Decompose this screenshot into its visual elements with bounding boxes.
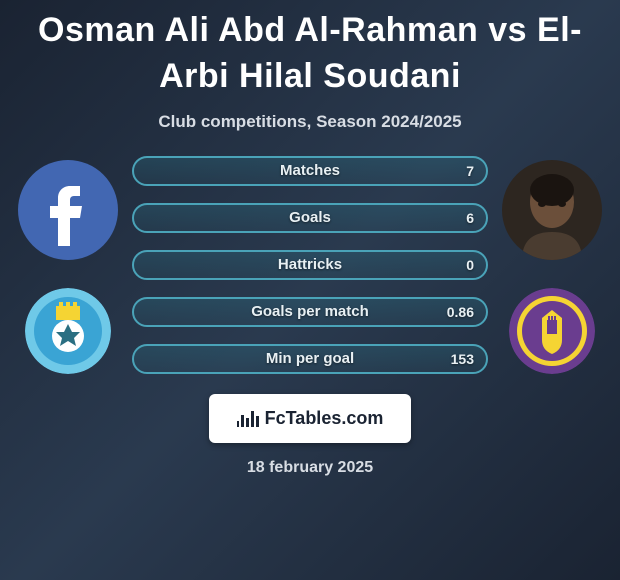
stat-row-goals-per-match: Goals per match 0.86 xyxy=(132,297,488,327)
facebook-placeholder-icon xyxy=(18,160,118,260)
stats-column: Matches 7 Goals 6 Hattricks 0 Goals per … xyxy=(128,154,492,374)
club-left-icon xyxy=(25,288,111,374)
brand-box: FcTables.com xyxy=(209,394,412,443)
stat-right-value: 0.86 xyxy=(447,304,474,320)
left-player-column xyxy=(8,154,128,374)
stat-right-value: 6 xyxy=(466,210,474,226)
right-player-column xyxy=(492,154,612,374)
club-left-badge xyxy=(25,288,111,374)
stat-right-value: 0 xyxy=(466,257,474,273)
brand-label: FcTables.com xyxy=(265,408,384,429)
player-right-avatar xyxy=(502,160,602,260)
stat-label: Hattricks xyxy=(278,256,342,273)
stat-row-goals: Goals 6 xyxy=(132,203,488,233)
club-right-badge xyxy=(509,288,595,374)
bar-chart-icon xyxy=(237,409,259,427)
club-right-icon xyxy=(509,288,595,374)
stat-right-value: 7 xyxy=(466,163,474,179)
stat-label: Min per goal xyxy=(266,350,354,367)
stat-row-hattricks: Hattricks 0 xyxy=(132,250,488,280)
player-photo-icon xyxy=(502,160,602,260)
stat-label: Goals xyxy=(289,209,331,226)
page-title: Osman Ali Abd Al-Rahman vs El-Arbi Hilal… xyxy=(0,0,620,100)
main-row: Matches 7 Goals 6 Hattricks 0 Goals per … xyxy=(0,154,620,374)
stat-label: Goals per match xyxy=(251,303,369,320)
stat-right-value: 153 xyxy=(451,351,474,367)
subtitle: Club competitions, Season 2024/2025 xyxy=(158,112,461,132)
stat-label: Matches xyxy=(280,162,340,179)
player-left-avatar xyxy=(18,160,118,260)
stat-row-matches: Matches 7 xyxy=(132,156,488,186)
date-label: 18 february 2025 xyxy=(247,459,373,477)
comparison-card: Osman Ali Abd Al-Rahman vs El-Arbi Hilal… xyxy=(0,0,620,580)
stat-row-min-per-goal: Min per goal 153 xyxy=(132,344,488,374)
